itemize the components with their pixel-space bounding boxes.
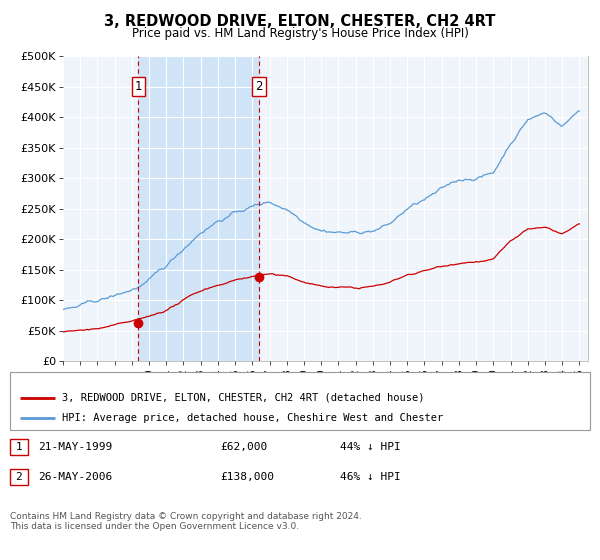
Text: 3, REDWOOD DRIVE, ELTON, CHESTER, CH2 4RT (detached house): 3, REDWOOD DRIVE, ELTON, CHESTER, CH2 4R… xyxy=(62,393,425,403)
Text: 2: 2 xyxy=(255,80,263,93)
Text: 26-MAY-2006: 26-MAY-2006 xyxy=(38,472,112,482)
Text: HPI: Average price, detached house, Cheshire West and Chester: HPI: Average price, detached house, Ches… xyxy=(62,413,443,423)
Text: 3, REDWOOD DRIVE, ELTON, CHESTER, CH2 4RT: 3, REDWOOD DRIVE, ELTON, CHESTER, CH2 4R… xyxy=(104,14,496,29)
Text: Contains HM Land Registry data © Crown copyright and database right 2024.
This d: Contains HM Land Registry data © Crown c… xyxy=(10,512,362,531)
Bar xyxy=(139,56,259,361)
Text: 46% ↓ HPI: 46% ↓ HPI xyxy=(340,472,401,482)
Bar xyxy=(10,439,28,455)
Text: 1: 1 xyxy=(16,442,22,452)
Text: £138,000: £138,000 xyxy=(220,472,274,482)
Text: 21-MAY-1999: 21-MAY-1999 xyxy=(38,442,112,452)
Bar xyxy=(10,469,28,485)
Bar xyxy=(10,372,590,430)
Text: 44% ↓ HPI: 44% ↓ HPI xyxy=(340,442,401,452)
Text: £62,000: £62,000 xyxy=(220,442,267,452)
Text: Price paid vs. HM Land Registry's House Price Index (HPI): Price paid vs. HM Land Registry's House … xyxy=(131,27,469,40)
Text: 1: 1 xyxy=(134,80,142,93)
Text: 2: 2 xyxy=(16,472,22,482)
